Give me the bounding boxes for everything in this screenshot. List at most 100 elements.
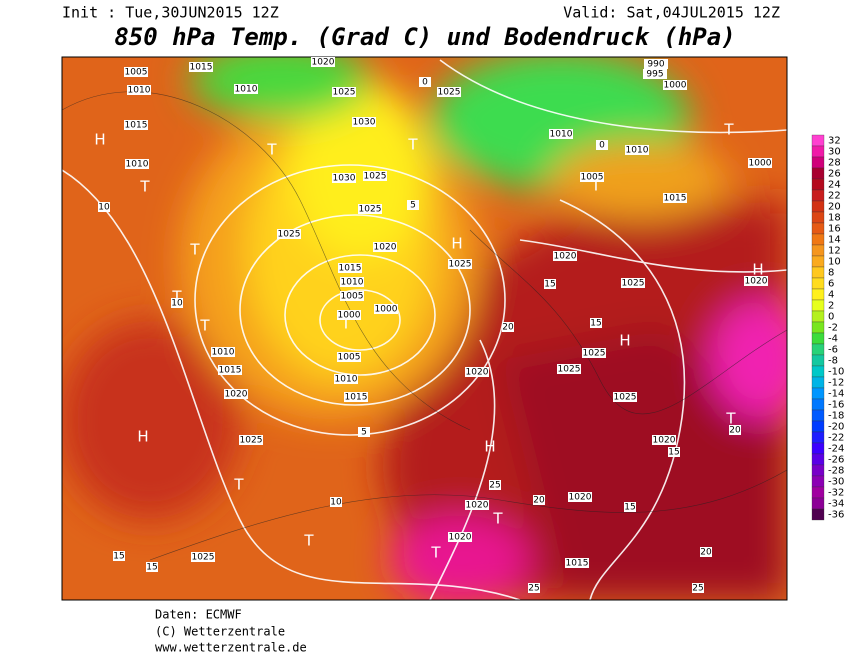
- pressure-center: T: [266, 141, 277, 159]
- isobar-label-box: [553, 251, 577, 261]
- isobar-label-box: [363, 171, 387, 181]
- website: www.wetterzentrale.de: [155, 641, 307, 655]
- color-scale-label: 30: [828, 147, 841, 158]
- color-swatch: [811, 211, 825, 224]
- isotherm-label: 25: [489, 481, 500, 491]
- isobar-label: 1010: [212, 348, 235, 358]
- isobar-label: 1010: [550, 130, 573, 140]
- color-swatch: [811, 244, 825, 257]
- isobar-label-box: [358, 204, 382, 214]
- isobar-label: 1025: [240, 436, 263, 446]
- isobar-label-box: [744, 276, 768, 286]
- isobar-label-box: [582, 348, 606, 358]
- isobar-label: 990: [647, 60, 664, 70]
- isobar-label-box: [344, 392, 368, 402]
- isobar-label-box: [352, 117, 376, 127]
- color-scale-label: -28: [828, 466, 844, 477]
- pressure-center: T: [407, 136, 418, 154]
- isotherm-label-box: [113, 551, 125, 561]
- isobar-label: 1010: [626, 146, 649, 156]
- isobar-label: 1030: [353, 118, 376, 128]
- isobar-label: 1030: [333, 174, 356, 184]
- color-scale-label: 16: [828, 224, 841, 235]
- color-scale-label: -10: [828, 367, 844, 378]
- color-swatch: [811, 178, 825, 191]
- pressure-center: T: [171, 288, 182, 306]
- isobar-label: 1000: [338, 311, 361, 321]
- color-scale-label: -26: [828, 455, 844, 466]
- isobar-label-box: [189, 62, 213, 72]
- color-swatch: [811, 486, 825, 499]
- isotherm-label-box: [533, 495, 545, 505]
- isobar-label-box: [568, 492, 592, 502]
- isotherm-label: 0: [422, 78, 428, 88]
- color-scale-label: 12: [828, 246, 841, 257]
- color-swatch: [811, 475, 825, 488]
- color-swatch: [811, 156, 825, 169]
- color-swatch: [811, 508, 825, 521]
- color-swatch: [811, 134, 825, 147]
- color-scale-label: -20: [828, 422, 844, 433]
- color-scale-label: 14: [828, 235, 841, 246]
- isobar-label-box: [613, 392, 637, 402]
- isotherm-label-box: [419, 77, 431, 87]
- isobar-label: 1005: [341, 292, 364, 302]
- pressure-center: H: [619, 332, 630, 350]
- pressure-center: H: [137, 428, 148, 446]
- isobar-label: 1015: [125, 121, 148, 131]
- color-swatch: [811, 387, 825, 400]
- color-scale-label: 22: [828, 191, 841, 202]
- color-swatch: [811, 288, 825, 301]
- pressure-center: T: [725, 410, 736, 428]
- color-scale-label: 0: [828, 312, 834, 323]
- isobar-label: 1000: [664, 81, 687, 91]
- color-swatch: [811, 365, 825, 378]
- isotherm-label-box: [171, 298, 183, 308]
- isobar-label-box: [224, 389, 248, 399]
- pressure-center: H: [752, 261, 763, 279]
- color-swatch: [811, 442, 825, 455]
- color-scale-label: 6: [828, 279, 834, 290]
- isobar-label-box: [448, 259, 472, 269]
- pressure-center: T: [430, 544, 441, 562]
- pressure-center: T: [492, 510, 503, 528]
- isobar-label-box: [340, 277, 364, 287]
- color-scale-label: -22: [828, 433, 844, 444]
- isotherm-label-box: [624, 502, 636, 512]
- pressure-center: T: [590, 177, 601, 195]
- color-scale-label: 28: [828, 158, 841, 169]
- color-swatch: [811, 310, 825, 323]
- isobar-label: 1020: [466, 368, 489, 378]
- isotherm-label-box: [692, 583, 704, 593]
- color-swatch: [811, 266, 825, 279]
- isobar-label-box: [652, 435, 676, 445]
- color-swatch: [811, 398, 825, 411]
- isotherm-label: 10: [98, 203, 110, 213]
- color-swatch: [811, 497, 825, 510]
- isotherm-label: 25: [528, 584, 539, 594]
- isobar-label-box: [644, 59, 668, 69]
- isotherm-label: 15: [544, 280, 555, 290]
- isobar-label-box: [332, 173, 356, 183]
- pressure-center: H: [451, 235, 462, 253]
- isobar-label: 1005: [125, 68, 148, 78]
- isotherm-label: 0: [599, 141, 605, 151]
- isobar-label-box: [211, 347, 235, 357]
- isobar-label-box: [549, 129, 573, 139]
- pressure-center: T: [199, 317, 210, 335]
- map-title: 850 hPa Temp. (Grad C) und Bodendruck (h…: [114, 23, 735, 51]
- isobar-label: 1025: [558, 365, 581, 375]
- pressure-center: T: [723, 121, 734, 139]
- isobar-label: 1025: [333, 88, 356, 98]
- color-scale-label: 8: [828, 268, 834, 279]
- isotherm-label-box: [98, 202, 110, 212]
- color-swatch: [811, 343, 825, 356]
- color-scale-label: 10: [828, 257, 841, 268]
- valid-time: Valid: Sat,04JUL2015 12Z: [563, 4, 780, 22]
- isotherm-label: 5: [410, 201, 416, 211]
- isotherm-label-box: [729, 425, 741, 435]
- isobar-label-box: [643, 69, 667, 79]
- isobar-label-box: [338, 263, 362, 273]
- isobar-label-box: [374, 304, 398, 314]
